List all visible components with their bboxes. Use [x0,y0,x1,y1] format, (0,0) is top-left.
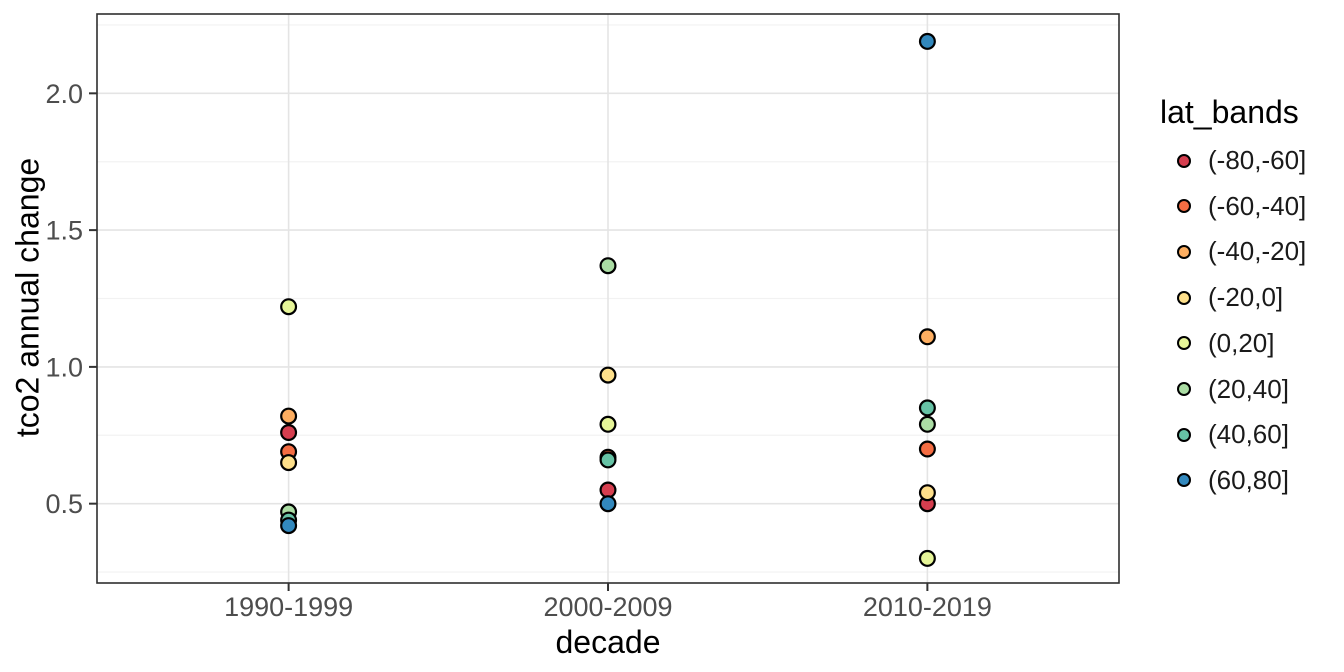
y-tick-label: 2.0 [45,79,83,109]
legend-swatch-circle [1177,153,1191,168]
y-tick-label: 1.5 [45,216,83,246]
data-point [918,415,936,433]
x-tick-label: 1990-1999 [224,592,353,622]
legend-label: (-60,-40] [1208,190,1307,221]
legend-item: (-20,0] [1158,275,1283,320]
legend-item: (-80,-60] [1158,138,1306,183]
legend-title: lat_bands [1160,94,1299,130]
legend-swatch-circle [1177,473,1191,488]
y-tick-label: 0.5 [45,489,83,519]
legend-label: (-40,-20] [1208,236,1307,267]
x-tick-label: 2000-2009 [543,592,672,622]
data-point [280,454,298,472]
legend-swatch-circle [1177,290,1191,305]
data-point [599,366,617,384]
legend-label: (40,60] [1208,419,1289,450]
legend-label: (-80,-60] [1208,145,1307,175]
legend-label: (20,40] [1208,373,1289,404]
data-point [280,424,298,442]
legend-swatch-circle [1177,199,1191,214]
x-axis-title: decade [555,624,661,660]
legend-label: (-20,0] [1208,282,1284,313]
legend-item: (60,80] [1158,458,1289,503]
data-point [918,399,936,417]
legend-label: (0,20] [1208,327,1275,358]
data-point [280,298,298,316]
legend-item: (40,60] [1158,412,1289,457]
legend-swatch-circle [1177,427,1191,442]
y-axis-title: tco2 annual change [9,157,46,438]
legend-item: (-40,-20] [1158,229,1306,274]
legend-item: (0,20] [1158,321,1275,366]
legend-swatch-circle [1177,382,1191,396]
legend-swatch-circle [1177,336,1191,351]
data-point [918,549,936,567]
legend-item: (20,40] [1158,367,1289,412]
x-tick-label: 2010-2019 [863,592,992,622]
data-point [599,451,617,469]
legend-item: (-60,-40] [1158,184,1306,229]
legend: lat_bands (-80,-60] (-60,-40] (-40,-20] (-2… [1158,0,1344,672]
data-point [599,415,617,433]
data-point [918,440,936,458]
legend-label: (60,80] [1208,464,1289,495]
data-point [599,257,617,275]
data-point [599,481,617,499]
legend-swatch-circle [1177,244,1191,259]
data-point [918,484,936,502]
data-point [280,407,298,425]
data-point [918,32,936,50]
data-point [918,328,936,346]
data-point [280,517,298,535]
data-point [599,495,617,513]
y-tick-label: 1.0 [45,352,83,382]
